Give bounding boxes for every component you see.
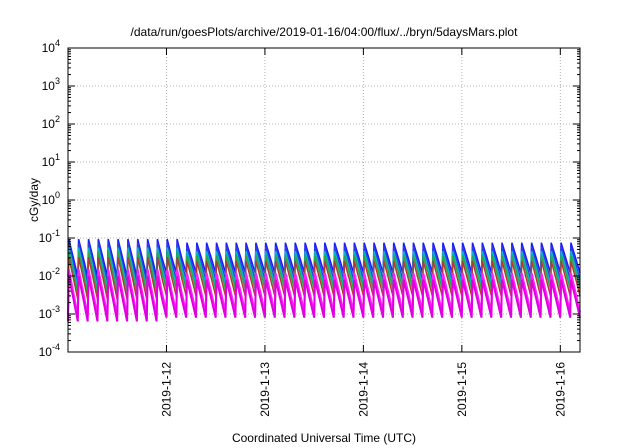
x-tick-label: 2019-1-15: [455, 362, 469, 417]
y-tick-label: 100: [42, 190, 60, 207]
y-axis: 10-4 10-3 10-2 10-1 100 101 102 103 104: [39, 38, 580, 359]
series-line: [67, 275, 581, 322]
x-axis: 2019-1-12 2019-1-13 2019-1-14 2019-1-15 2019…: [159, 48, 567, 417]
chart-title: /data/run/goesPlots/archive/2019-01-16/0…: [131, 25, 519, 39]
x-tick-label: 2019-1-16: [553, 362, 567, 417]
x-tick-label: 2019-1-13: [258, 362, 272, 417]
y-tick-label: 10-1: [39, 228, 60, 245]
y-tick-label: 104: [42, 38, 60, 55]
y-tick-label: 10-2: [39, 266, 60, 283]
y-axis-label: cGy/day: [27, 178, 41, 222]
y-tick-label: 102: [42, 114, 60, 131]
x-tick-label: 2019-1-14: [356, 362, 370, 417]
y-tick-label: 10-4: [39, 342, 60, 359]
x-axis-label: Coordinated Universal Time (UTC): [232, 431, 416, 445]
y-tick-label: 103: [42, 76, 60, 93]
y-tick-label: 10-3: [39, 304, 60, 321]
x-tick-label: 2019-1-12: [159, 362, 173, 417]
plot-area: [67, 238, 581, 322]
y-tick-label: 101: [42, 152, 60, 169]
